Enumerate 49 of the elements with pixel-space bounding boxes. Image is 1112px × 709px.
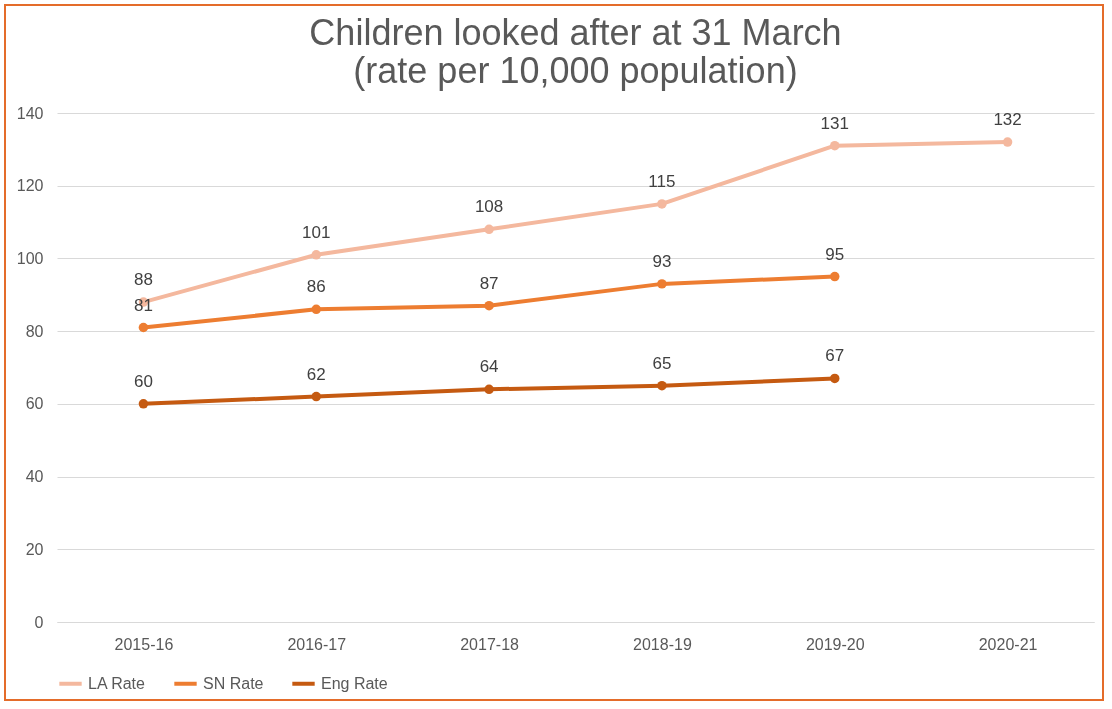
x-tick-label: 2019-20 <box>805 635 865 653</box>
legend-label: LA Rate <box>88 674 146 692</box>
data-label: 132 <box>993 110 1022 130</box>
y-tick-label: 80 <box>25 322 44 340</box>
x-tick-label: 2020-21 <box>978 635 1038 653</box>
y-tick-label: 60 <box>25 395 44 413</box>
data-label: 67 <box>825 346 845 366</box>
x-tick-label: 2018-19 <box>633 635 692 653</box>
point <box>484 224 494 235</box>
data-label: 65 <box>652 353 672 373</box>
point <box>657 380 667 391</box>
data-label: 60 <box>133 371 153 391</box>
y-tick-label: 20 <box>25 540 44 558</box>
chart-title: Children looked after at 31 March (rate per 10,000 population) <box>309 12 842 91</box>
point <box>657 199 667 209</box>
data-label: 101 <box>302 222 331 242</box>
point <box>138 399 149 409</box>
point <box>484 300 494 311</box>
y-tick-label: 40 <box>25 468 44 486</box>
x-tick-label: 2017-18 <box>460 635 520 653</box>
point <box>830 140 840 151</box>
y-tick-label: 0 <box>34 613 44 631</box>
point <box>830 373 840 384</box>
y-tick-label: 140 <box>16 104 44 122</box>
x-tick-label: 2016-17 <box>287 635 347 653</box>
data-label: 108 <box>474 197 504 217</box>
data-label: 88 <box>133 270 153 290</box>
data-label: 95 <box>825 244 845 264</box>
data-label: 87 <box>479 273 499 293</box>
data-label: 86 <box>306 277 326 297</box>
point <box>484 384 494 395</box>
data-label: 93 <box>652 251 672 271</box>
point <box>311 391 321 402</box>
data-label: 131 <box>820 113 849 133</box>
point <box>311 250 321 260</box>
point <box>311 304 321 315</box>
point <box>657 279 667 289</box>
x-tick-label: 2015-16 <box>114 635 174 653</box>
point <box>830 271 840 282</box>
legend-label: SN Rate <box>203 674 264 692</box>
data-label: 81 <box>133 295 153 315</box>
data-label: 62 <box>306 364 326 384</box>
y-tick-label: 100 <box>16 249 44 267</box>
data-label: 115 <box>648 171 676 191</box>
point <box>138 322 149 333</box>
legend-label: Eng Rate <box>321 674 388 692</box>
y-tick-label: 120 <box>16 177 44 195</box>
point <box>1002 137 1013 147</box>
data-label: 64 <box>479 357 499 377</box>
